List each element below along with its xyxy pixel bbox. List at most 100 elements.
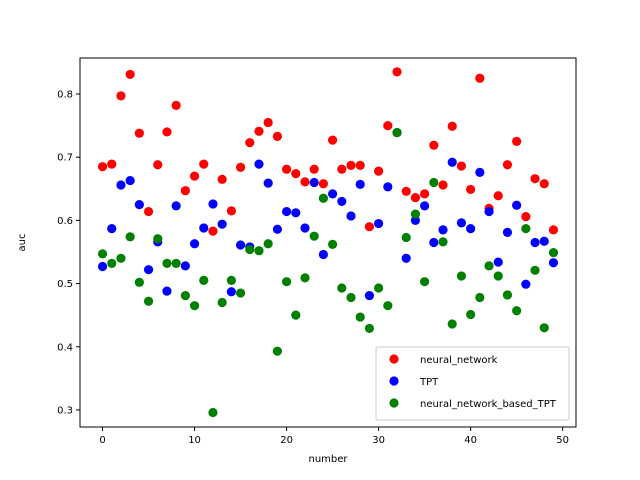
x-axis-ticks: 0 10 20 30 40 50 [99,427,569,446]
y-tick-label: 0.4 [57,342,73,353]
legend-box [375,346,570,421]
data-point-neural-network-based-TPT-29 [364,323,375,334]
data-point-TPT-31 [383,182,393,192]
data-point-TPT-17 [254,159,264,169]
data-point-neural-network-based-TPT-35 [420,277,430,287]
data-point-neural-network-19 [272,131,282,141]
data-point-neural-network-based-TPT-44 [502,290,513,300]
data-point-neural-network-5 [143,206,154,217]
data-points [97,67,559,418]
legend: neural_network TPT neural_network_based_TP… [375,346,570,421]
data-point-neural-network-based-TPT-3 [125,232,135,242]
data-point-neural-network-based-TPT-26 [337,283,347,293]
data-point-TPT-8 [171,201,181,211]
data-point-neural-network-based-TPT-24 [318,193,328,203]
data-point-neural-network-based-TPT-20 [281,277,292,287]
legend-marker-TPT [389,376,399,386]
data-point-neural-network-based-TPT-14 [226,275,236,286]
data-point-TPT-35 [420,201,430,211]
data-point-neural-network-based-TPT-37 [438,237,448,247]
data-point-TPT-13 [217,219,227,229]
data-point-TPT-20 [281,206,292,217]
data-point-neural-network-based-TPT-17 [254,246,264,256]
data-point-neural-network-based-TPT-32 [392,127,402,138]
data-point-neural-network-based-TPT-21 [291,310,301,320]
data-point-neural-network-36 [429,140,439,150]
y-tick-label: 0.3 [57,405,73,416]
data-point-neural-network-based-TPT-30 [374,283,384,293]
legend-label-neural-network-based-TPT: neural_network_based_TPT [420,399,557,410]
data-point-neural-network-4 [134,128,144,138]
data-point-TPT-4 [134,199,144,210]
data-point-neural-network-based-TPT-23 [309,231,319,241]
data-point-neural-network-based-TPT-8 [171,258,181,268]
data-point-neural-network-43 [493,191,503,201]
data-point-neural-network-based-TPT-38 [447,319,457,329]
data-point-neural-network-based-TPT-4 [134,277,144,287]
data-point-TPT-29 [364,290,375,301]
data-point-neural-network-based-TPT-18 [263,239,273,249]
data-point-neural-network-based-TPT-5 [143,296,154,306]
data-point-TPT-26 [337,196,347,207]
data-point-TPT-45 [512,200,522,210]
data-point-neural-network-30 [374,166,384,176]
data-point-neural-network-based-TPT-40 [466,309,476,320]
legend-label-TPT: TPT [419,377,439,388]
data-point-neural-network-15 [235,162,246,172]
legend-label-neural-network: neural_network [420,355,498,366]
data-point-neural-network-based-TPT-16 [245,244,255,255]
data-point-neural-network-41 [475,73,485,83]
data-point-neural-network-3 [125,69,135,80]
data-point-neural-network-14 [226,206,236,216]
data-point-neural-network-based-TPT-2 [116,253,126,263]
data-point-TPT-11 [199,223,209,233]
y-tick-label: 0.8 [57,90,73,101]
x-tick-label: 20 [280,435,293,446]
data-point-neural-network-16 [245,138,255,148]
data-point-neural-network-based-TPT-7 [162,258,172,268]
data-point-TPT-1 [107,224,117,234]
data-point-TPT-49 [548,258,559,268]
x-tick-label: 40 [464,435,477,446]
data-point-neural-network-based-TPT-19 [272,346,282,356]
data-point-neural-network-based-TPT-10 [189,301,200,311]
data-point-TPT-22 [300,223,310,233]
data-point-neural-network-17 [254,126,264,136]
data-point-neural-network-38 [447,121,457,131]
data-point-TPT-33 [401,253,411,263]
data-point-neural-network-10 [189,171,200,181]
data-point-TPT-36 [429,237,439,248]
data-point-neural-network-28 [355,160,365,171]
data-point-TPT-30 [374,218,384,229]
data-point-TPT-12 [208,199,218,209]
data-point-neural-network-based-TPT-22 [300,273,310,283]
data-point-neural-network-40 [466,184,476,195]
y-tick-label: 0.5 [57,279,73,290]
data-point-neural-network-based-TPT-9 [180,290,190,301]
data-point-neural-network-based-TPT-12 [208,407,218,418]
data-point-neural-network-based-TPT-41 [475,292,485,303]
data-point-TPT-15 [235,240,246,250]
x-tick-label: 50 [556,435,569,446]
data-point-TPT-27 [346,211,356,221]
y-tick-label: 0.6 [57,216,73,227]
data-point-neural-network-9 [180,186,190,196]
x-axis-label: number [308,454,348,465]
data-point-neural-network-based-TPT-11 [199,275,209,286]
data-point-neural-network-0 [97,162,108,172]
data-point-neural-network-based-TPT-13 [217,297,227,308]
data-point-neural-network-46 [521,211,531,222]
data-point-neural-network-based-TPT-45 [512,306,522,316]
y-tick-label: 0.7 [57,153,73,164]
data-point-neural-network-44 [502,160,513,170]
data-point-TPT-21 [291,208,301,218]
data-point-neural-network-8 [171,100,181,110]
data-point-neural-network-based-TPT-46 [521,224,531,234]
data-point-TPT-41 [475,167,485,177]
data-point-neural-network-26 [337,164,347,174]
data-point-neural-network-31 [383,121,393,131]
data-point-neural-network-based-TPT-42 [484,261,494,271]
data-point-neural-network-based-TPT-15 [235,288,246,298]
data-point-neural-network-based-TPT-39 [456,271,467,281]
